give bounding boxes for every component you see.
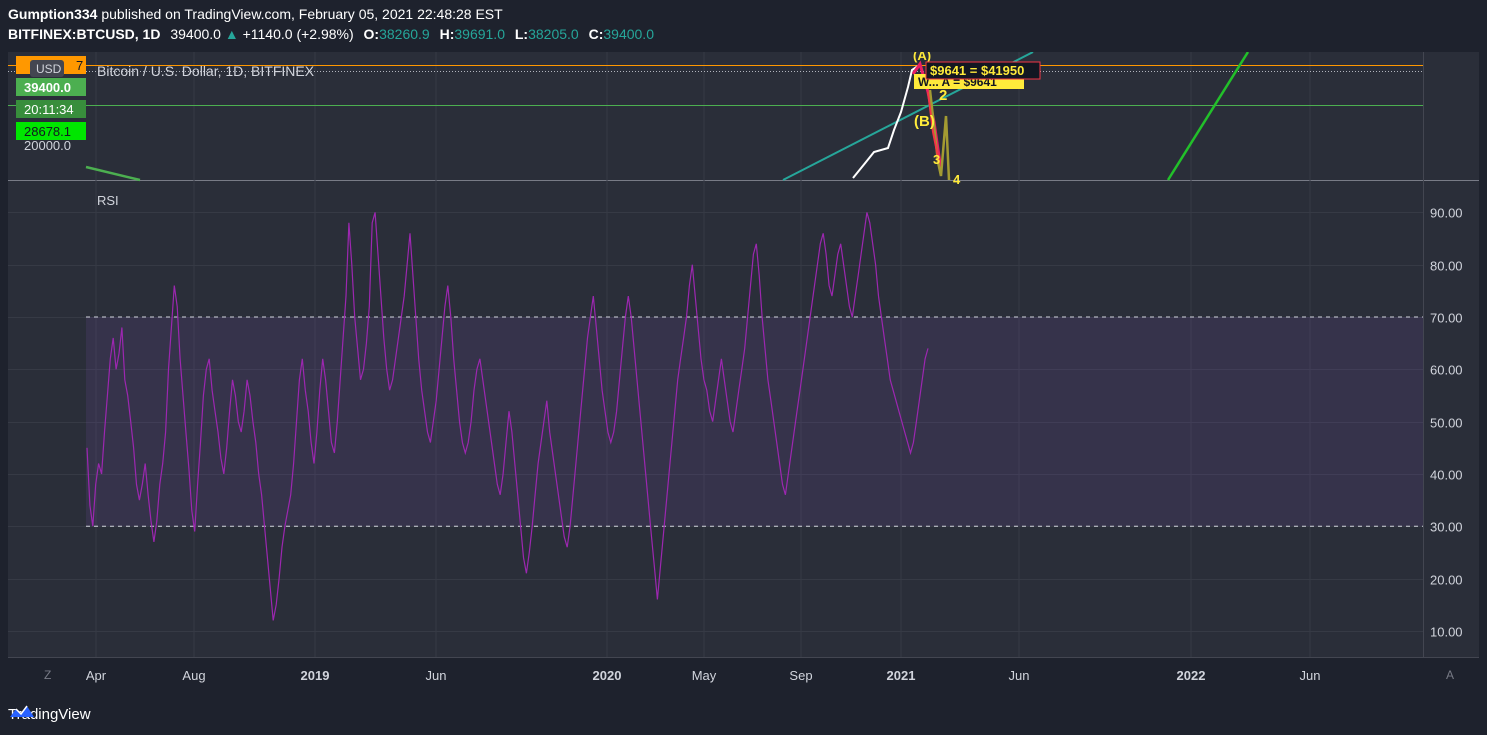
publish-line: Gumption334 published on TradingView.com…	[8, 6, 503, 22]
currency-label: USD	[36, 62, 62, 76]
time-axis-label: Aug	[182, 668, 205, 683]
time-axis-label: Apr	[86, 668, 107, 683]
green-trend-line-left[interactable]	[85, 165, 141, 182]
left-corner-z[interactable]: Z	[44, 668, 51, 682]
green-trend-line-right[interactable]	[1166, 52, 1250, 181]
auto-scale-button[interactable]: A	[1446, 668, 1454, 682]
wave-label-4: 4	[953, 172, 961, 187]
rsi-tick-label: 90.00	[1430, 206, 1463, 221]
time-axis-label: 2021	[887, 668, 916, 683]
footer: TradingView	[8, 703, 91, 725]
open-value: 38260.9	[379, 26, 430, 42]
rsi-tick-label: 70.00	[1430, 311, 1463, 326]
olive-wave-path	[928, 89, 951, 181]
time-axis-label: Jun	[1009, 668, 1030, 683]
wave-label-b: (B)	[914, 113, 935, 130]
published-text: published on TradingView.com, February 0…	[101, 6, 503, 22]
rsi-title[interactable]: RSI	[97, 193, 119, 208]
high-label: H:	[439, 26, 455, 42]
orange-badge-text: 7	[76, 58, 83, 73]
time-axis-label: Jun	[1300, 668, 1321, 683]
time-axis-labels: Apr Aug 2019 Jun 2020 May Sep 2021 Jun 2022 Jun	[86, 668, 1321, 683]
price-change: +1140.0 (+2.98%)	[242, 26, 354, 42]
annotation-text: $9641 = $41950	[930, 63, 1024, 78]
price-drawings: (A) (B) 2 3 4 W... A = $9641 $9641 = $41…	[8, 52, 1423, 187]
rsi-tick-label: 30.00	[1430, 520, 1463, 535]
low-value: 38205.0	[528, 26, 579, 42]
rsi-tick-label: 40.00	[1430, 468, 1463, 483]
last-price-badge	[16, 78, 86, 96]
time-axis-label: May	[692, 668, 717, 683]
close-value: 39400.0	[603, 26, 654, 42]
green-price-badge	[16, 122, 86, 140]
currency-badge[interactable]	[30, 60, 64, 77]
chart-area[interactable]: 90.00 80.00 70.00 60.00 50.00 40.00 30.00 20.00…	[8, 52, 1479, 690]
rsi-series-line	[86, 212, 929, 621]
price-candles	[852, 65, 919, 179]
rsi-tick-label: 60.00	[1430, 363, 1463, 378]
price-pane-title[interactable]: Bitcoin / U.S. Dollar, 1D, BITFINEX	[97, 63, 315, 79]
last-price-badge-text: 39400.0	[24, 80, 71, 95]
open-label: O:	[363, 26, 380, 42]
annotation-box[interactable]	[925, 61, 1041, 80]
rsi-tick-label: 10.00	[1430, 625, 1463, 640]
author-name[interactable]: Gumption334	[8, 6, 98, 22]
tradingview-logo-icon	[10, 705, 34, 717]
rsi-scale[interactable]	[1423, 181, 1479, 657]
time-axis[interactable]	[8, 657, 1479, 690]
up-arrow-icon: ▲	[224, 26, 239, 42]
rsi-band-fill	[86, 317, 1423, 527]
green-badge-text: 28678.1	[24, 124, 71, 139]
rsi-tick-label: 20.00	[1430, 573, 1463, 588]
time-axis-label: Jun	[426, 668, 447, 683]
time-axis-label: 2022	[1177, 668, 1206, 683]
chart-svg[interactable]: 90.00 80.00 70.00 60.00 50.00 40.00 30.00 20.00…	[8, 52, 1479, 690]
horizontal-grid	[8, 212, 1423, 632]
countdown-text: 20:11:34	[24, 102, 74, 117]
symbol-line: BITFINEX:BTCUSD, 1D 39400.0 ▲ +1140.0 (+…	[8, 26, 654, 42]
wave-label-3: 3	[933, 152, 940, 167]
countdown-badge	[16, 100, 86, 118]
low-label: L:	[514, 26, 529, 42]
symbol: BITFINEX:BTCUSD, 1D	[8, 26, 161, 42]
rsi-tick-label: 50.00	[1430, 416, 1463, 431]
red-wave-path	[927, 91, 940, 163]
rsi-tick-label: 80.00	[1430, 259, 1463, 274]
high-value: 39691.0	[454, 26, 505, 42]
vertical-grid	[95, 52, 1311, 657]
wave-label-2: 2	[939, 87, 947, 104]
close-label: C:	[588, 26, 604, 42]
time-axis-label: 2020	[593, 668, 622, 683]
time-axis-label: Sep	[789, 668, 812, 683]
price-scale-label: 20000.0	[24, 138, 71, 153]
rsi-pane[interactable]	[8, 181, 1423, 657]
wave-label-a: (A)	[913, 52, 931, 63]
rsi-scale-ticks: 90.00 80.00 70.00 60.00 50.00 40.00 30.00 20.00…	[1430, 206, 1463, 640]
last-price: 39400.0	[170, 26, 221, 42]
time-axis-label: 2019	[301, 668, 330, 683]
